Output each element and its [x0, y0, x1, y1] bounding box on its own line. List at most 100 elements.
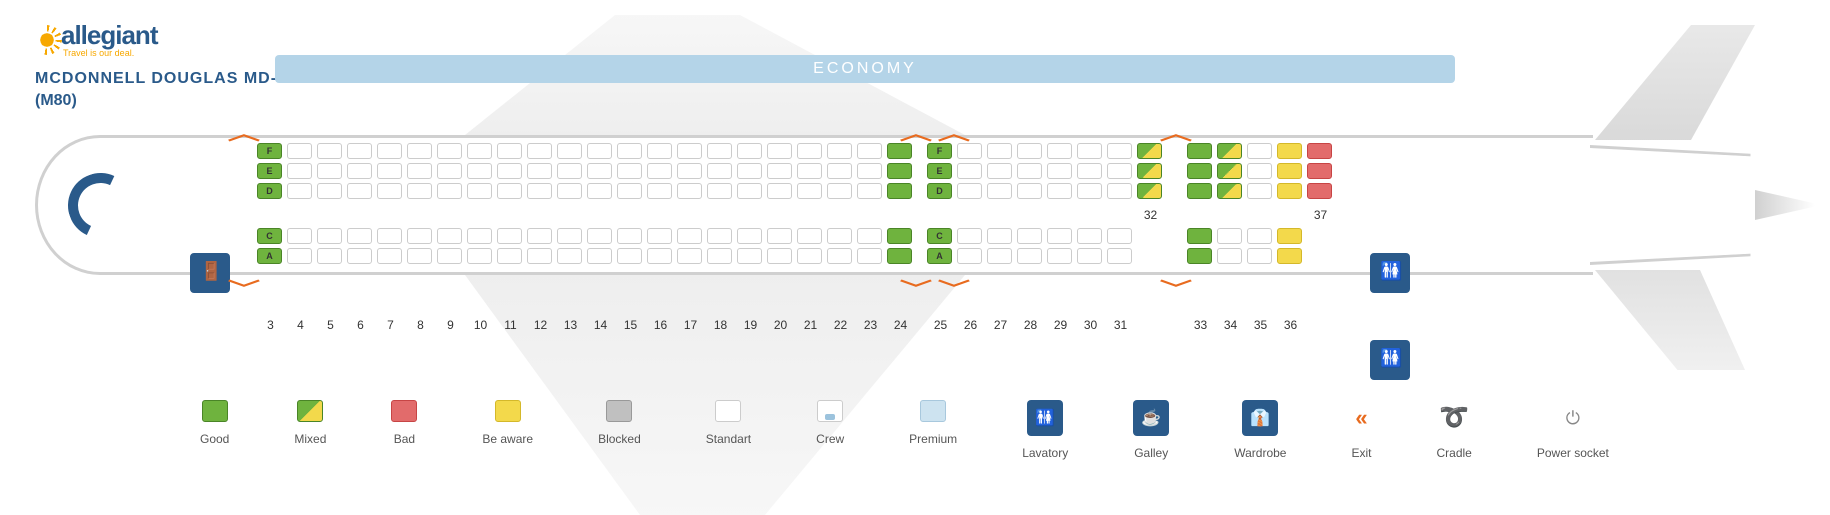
seat-32F[interactable] [1137, 143, 1162, 159]
seat-28C[interactable] [1017, 228, 1042, 244]
seat-34A[interactable] [1217, 248, 1242, 264]
seat-36C[interactable] [1277, 228, 1302, 244]
seat-9F[interactable] [437, 143, 462, 159]
seat-20E[interactable] [767, 163, 792, 179]
seat-34F[interactable] [1217, 143, 1242, 159]
seat-28E[interactable] [1017, 163, 1042, 179]
seat-32D[interactable] [1137, 183, 1162, 199]
seat-21C[interactable] [797, 228, 822, 244]
seat-31A[interactable] [1107, 248, 1132, 264]
seat-12A[interactable] [527, 248, 552, 264]
seat-21E[interactable] [797, 163, 822, 179]
seat-19F[interactable] [737, 143, 762, 159]
seat-33C[interactable] [1187, 228, 1212, 244]
seat-30C[interactable] [1077, 228, 1102, 244]
seat-13A[interactable] [557, 248, 582, 264]
seat-21F[interactable] [797, 143, 822, 159]
seat-20D[interactable] [767, 183, 792, 199]
seat-8A[interactable] [407, 248, 432, 264]
seat-23F[interactable] [857, 143, 882, 159]
seat-18F[interactable] [707, 143, 732, 159]
seat-31C[interactable] [1107, 228, 1132, 244]
seat-16D[interactable] [647, 183, 672, 199]
seat-8F[interactable] [407, 143, 432, 159]
seat-13F[interactable] [557, 143, 582, 159]
seat-4A[interactable] [287, 248, 312, 264]
seat-13C[interactable] [557, 228, 582, 244]
seat-32E[interactable] [1137, 163, 1162, 179]
seat-4C[interactable] [287, 228, 312, 244]
seat-8C[interactable] [407, 228, 432, 244]
seat-8D[interactable] [407, 183, 432, 199]
seat-29E[interactable] [1047, 163, 1072, 179]
seat-35D[interactable] [1247, 183, 1272, 199]
seat-7C[interactable] [377, 228, 402, 244]
seat-30A[interactable] [1077, 248, 1102, 264]
seat-20C[interactable] [767, 228, 792, 244]
seat-13E[interactable] [557, 163, 582, 179]
seat-24A[interactable] [887, 248, 912, 264]
seat-17A[interactable] [677, 248, 702, 264]
seat-26E[interactable] [957, 163, 982, 179]
seat-8E[interactable] [407, 163, 432, 179]
seat-19C[interactable] [737, 228, 762, 244]
seat-5A[interactable] [317, 248, 342, 264]
seat-5F[interactable] [317, 143, 342, 159]
seat-15C[interactable] [617, 228, 642, 244]
seat-23D[interactable] [857, 183, 882, 199]
seat-5E[interactable] [317, 163, 342, 179]
seat-5C[interactable] [317, 228, 342, 244]
seat-9D[interactable] [437, 183, 462, 199]
seat-37D[interactable] [1307, 183, 1332, 199]
seat-29C[interactable] [1047, 228, 1072, 244]
seat-6F[interactable] [347, 143, 372, 159]
seat-28F[interactable] [1017, 143, 1042, 159]
seat-36F[interactable] [1277, 143, 1302, 159]
seat-12C[interactable] [527, 228, 552, 244]
seat-22D[interactable] [827, 183, 852, 199]
seat-35A[interactable] [1247, 248, 1272, 264]
seat-16F[interactable] [647, 143, 672, 159]
seat-33D[interactable] [1187, 183, 1212, 199]
seat-14D[interactable] [587, 183, 612, 199]
seat-9A[interactable] [437, 248, 462, 264]
seat-11E[interactable] [497, 163, 522, 179]
seat-30F[interactable] [1077, 143, 1102, 159]
seat-27A[interactable] [987, 248, 1012, 264]
seat-29F[interactable] [1047, 143, 1072, 159]
seat-35F[interactable] [1247, 143, 1272, 159]
seat-10E[interactable] [467, 163, 492, 179]
seat-24C[interactable] [887, 228, 912, 244]
seat-27D[interactable] [987, 183, 1012, 199]
seat-14E[interactable] [587, 163, 612, 179]
seat-11C[interactable] [497, 228, 522, 244]
seat-22A[interactable] [827, 248, 852, 264]
seat-36D[interactable] [1277, 183, 1302, 199]
seat-17C[interactable] [677, 228, 702, 244]
seat-22C[interactable] [827, 228, 852, 244]
seat-11F[interactable] [497, 143, 522, 159]
seat-31E[interactable] [1107, 163, 1132, 179]
seat-26A[interactable] [957, 248, 982, 264]
seat-11D[interactable] [497, 183, 522, 199]
seat-26D[interactable] [957, 183, 982, 199]
seat-26C[interactable] [957, 228, 982, 244]
seat-30E[interactable] [1077, 163, 1102, 179]
seat-21A[interactable] [797, 248, 822, 264]
seat-15A[interactable] [617, 248, 642, 264]
seat-17F[interactable] [677, 143, 702, 159]
seat-9C[interactable] [437, 228, 462, 244]
seat-15E[interactable] [617, 163, 642, 179]
seat-18D[interactable] [707, 183, 732, 199]
seat-6E[interactable] [347, 163, 372, 179]
seat-20F[interactable] [767, 143, 792, 159]
seat-10F[interactable] [467, 143, 492, 159]
seat-34D[interactable] [1217, 183, 1242, 199]
seat-23C[interactable] [857, 228, 882, 244]
seat-20A[interactable] [767, 248, 792, 264]
seat-23E[interactable] [857, 163, 882, 179]
seat-9E[interactable] [437, 163, 462, 179]
seat-29A[interactable] [1047, 248, 1072, 264]
seat-4D[interactable] [287, 183, 312, 199]
seat-13D[interactable] [557, 183, 582, 199]
